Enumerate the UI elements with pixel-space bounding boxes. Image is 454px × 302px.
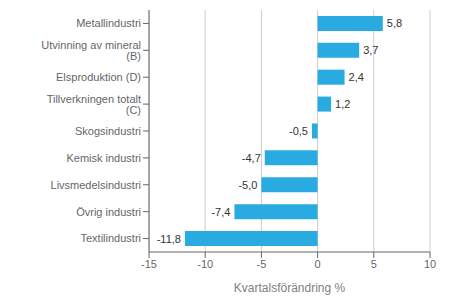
svg-text:Metallindustri: Metallindustri bbox=[76, 17, 141, 29]
svg-text:-5: -5 bbox=[257, 258, 267, 270]
svg-text:Tillverkningen totalt(C): Tillverkningen totalt(C) bbox=[47, 93, 141, 116]
svg-text:-5,0: -5,0 bbox=[238, 179, 257, 191]
svg-text:Skogsindustri: Skogsindustri bbox=[75, 125, 141, 137]
svg-text:Elsproduktion (D): Elsproduktion (D) bbox=[56, 71, 141, 83]
svg-text:-0,5: -0,5 bbox=[289, 125, 308, 137]
svg-text:3,7: 3,7 bbox=[363, 44, 378, 56]
svg-text:1,2: 1,2 bbox=[335, 98, 350, 110]
svg-text:-11,8: -11,8 bbox=[157, 233, 181, 245]
svg-text:10: 10 bbox=[424, 258, 436, 270]
svg-text:5,8: 5,8 bbox=[387, 17, 402, 29]
svg-text:-7,4: -7,4 bbox=[211, 206, 230, 218]
svg-text:Kvartalsförändring %: Kvartalsförändring % bbox=[234, 281, 346, 295]
svg-text:5: 5 bbox=[371, 258, 377, 270]
svg-text:0: 0 bbox=[315, 258, 321, 270]
svg-text:Utvinning av mineral(B): Utvinning av mineral(B) bbox=[41, 39, 141, 62]
svg-text:Textilindustri: Textilindustri bbox=[80, 232, 141, 244]
svg-text:-4,7: -4,7 bbox=[242, 152, 261, 164]
svg-text:Livsmedelsindustri: Livsmedelsindustri bbox=[51, 179, 141, 191]
svg-text:Övrig industri: Övrig industri bbox=[76, 206, 141, 218]
svg-text:Kemisk industri: Kemisk industri bbox=[66, 152, 141, 164]
svg-text:-15: -15 bbox=[141, 258, 157, 270]
svg-text:2,4: 2,4 bbox=[349, 71, 364, 83]
svg-text:-10: -10 bbox=[197, 258, 213, 270]
